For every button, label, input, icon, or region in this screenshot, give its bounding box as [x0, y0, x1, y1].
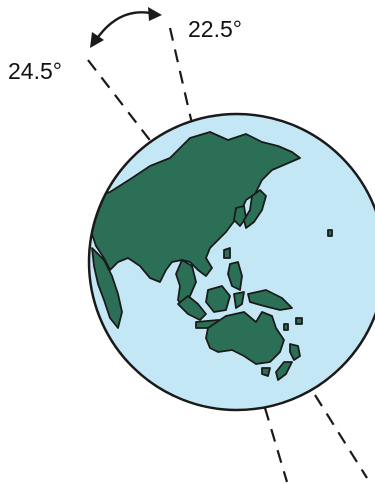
axis-lines	[87, 27, 368, 483]
pacific-island-3	[283, 323, 289, 331]
globe-icon	[87, 112, 375, 412]
philippines	[227, 261, 243, 291]
australia	[205, 311, 285, 365]
axis-22-5-bottom	[263, 407, 289, 483]
japan	[243, 189, 267, 229]
pacific-island-1	[295, 317, 303, 325]
tilt-min-label: 22.5°	[188, 16, 242, 42]
korea	[233, 205, 247, 227]
tilt-max-label: 24.5°	[8, 58, 62, 84]
borneo	[205, 285, 231, 313]
new-zealand-north	[289, 343, 301, 361]
new-guinea	[247, 289, 293, 311]
double-headed-curved-arrow-icon	[90, 7, 162, 48]
sulawesi	[233, 291, 245, 309]
india-peninsula	[91, 247, 123, 329]
pacific-island-2	[327, 229, 333, 237]
globe-outline	[87, 112, 375, 412]
new-zealand-south	[275, 361, 293, 381]
tasmania	[261, 367, 271, 377]
axis-22-5-top	[168, 27, 195, 129]
axis-24-5-top	[87, 59, 153, 144]
asia-landmass	[89, 131, 301, 283]
sumatra	[177, 295, 207, 321]
axis-24-5-bottom	[314, 394, 368, 479]
landmasses	[89, 131, 333, 381]
taiwan	[223, 247, 231, 259]
